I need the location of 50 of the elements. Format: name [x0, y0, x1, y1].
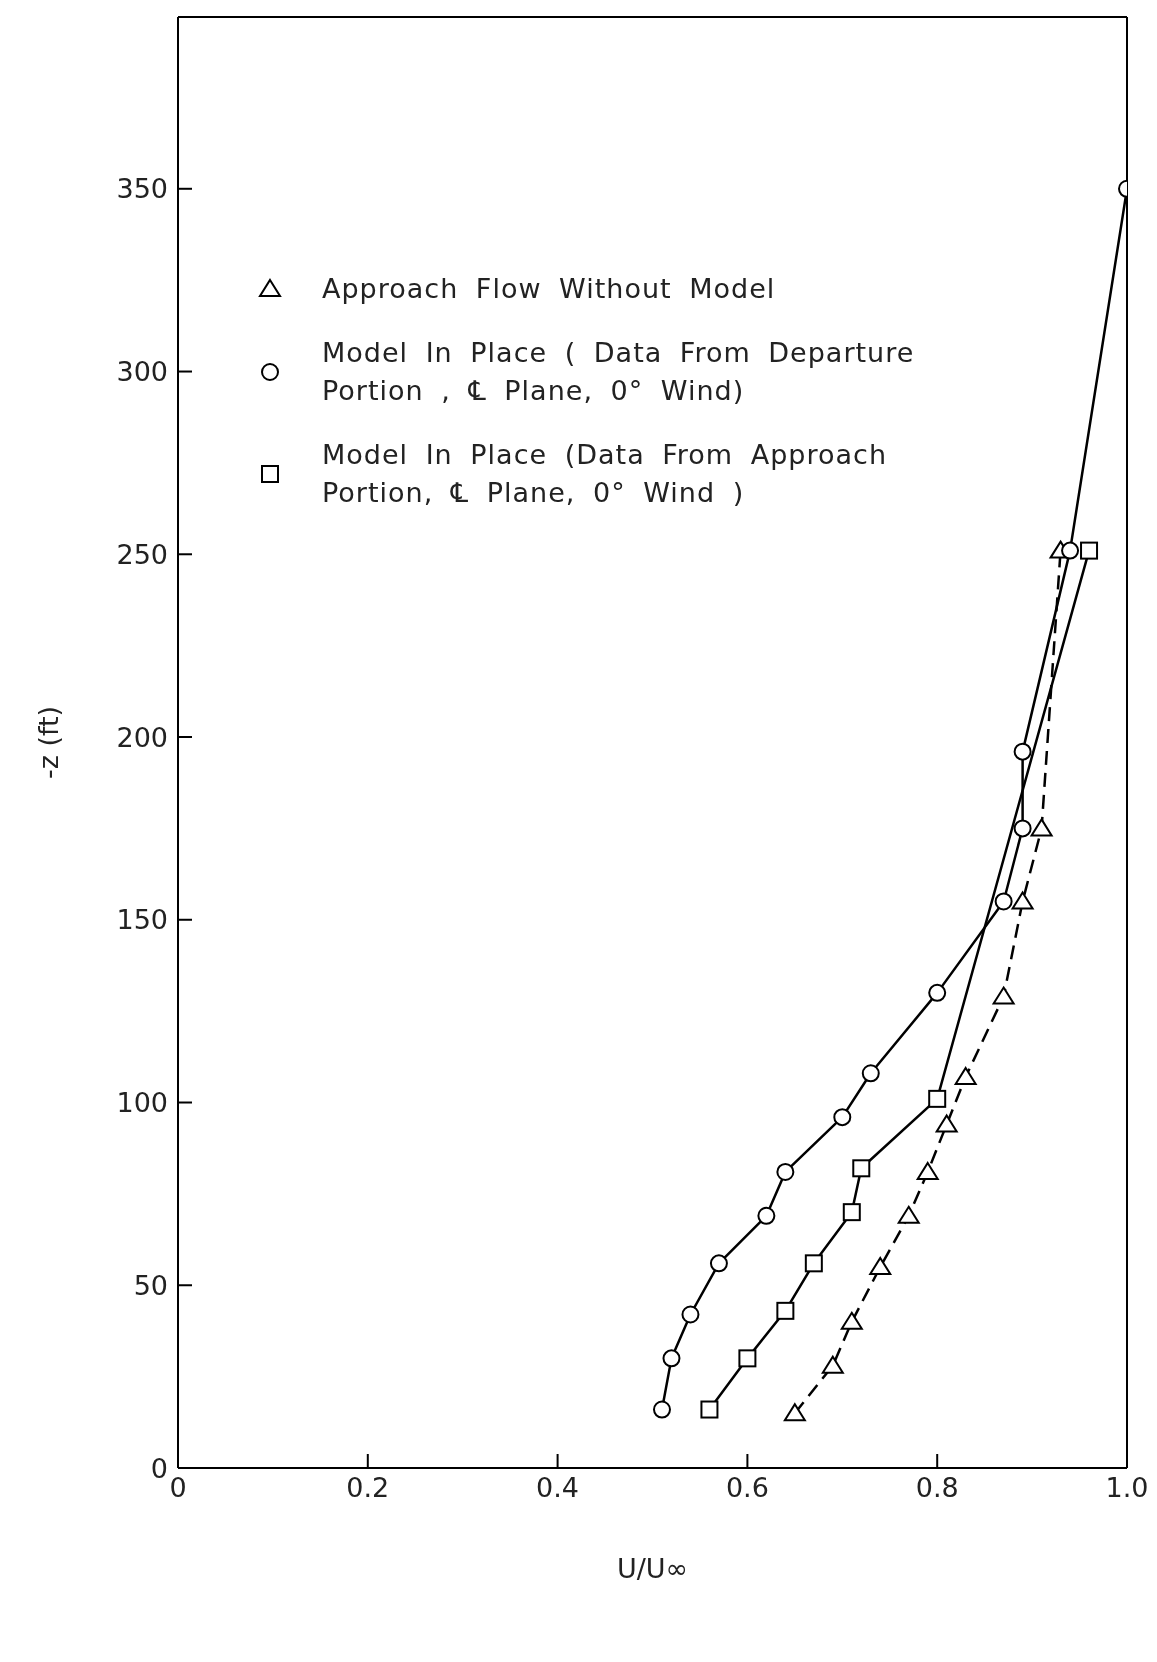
point — [783, 1403, 806, 1422]
x-tick-label: 1.0 — [1105, 1472, 1149, 1504]
point — [681, 1305, 700, 1324]
point — [757, 1206, 776, 1225]
point — [897, 1205, 920, 1224]
y-tick-label: 50 — [133, 1269, 168, 1301]
y-tick-label: 350 — [116, 173, 168, 205]
y-tick-label: 200 — [116, 721, 168, 753]
point — [1013, 819, 1032, 838]
point — [954, 1066, 977, 1085]
x-tick-label: 0.8 — [915, 1472, 959, 1504]
legend-label: Model In Place ( Data From Departure Portion , ℄ Plane, 0° Wind) — [322, 336, 916, 408]
point — [869, 1256, 892, 1275]
legend-label: Model In Place (Data From Approach Portion, ℄ Plane, 0° Wind ) — [322, 438, 888, 510]
y-axis-title: -z (ft) — [32, 705, 64, 780]
point — [1013, 742, 1032, 761]
point — [804, 1254, 823, 1273]
y-tick-label: 0 — [150, 1452, 168, 1484]
point — [833, 1108, 852, 1127]
point — [821, 1355, 844, 1374]
point — [1011, 891, 1034, 910]
point — [700, 1400, 719, 1419]
point — [1030, 818, 1053, 837]
point — [776, 1301, 795, 1320]
point — [916, 1161, 939, 1180]
y-tick-label: 300 — [116, 356, 168, 388]
point — [709, 1254, 728, 1273]
point — [1080, 541, 1099, 560]
point — [1061, 541, 1080, 560]
point — [842, 1203, 861, 1222]
y-tick-label: 150 — [116, 904, 168, 936]
point — [928, 1089, 947, 1108]
x-tick-label: 0.6 — [725, 1472, 769, 1504]
point — [738, 1349, 757, 1368]
y-tick-label: 250 — [116, 538, 168, 570]
point — [994, 892, 1013, 911]
point — [928, 983, 947, 1002]
point — [992, 986, 1015, 1005]
point — [662, 1349, 681, 1368]
x-tick-label: 0.2 — [346, 1472, 390, 1504]
point — [652, 1400, 671, 1419]
point — [935, 1114, 958, 1133]
x-tick-label: 0.4 — [536, 1472, 580, 1504]
legend-label: Approach Flow Without Model — [322, 272, 777, 306]
x-axis-title: U/U∞ — [616, 1553, 689, 1584]
point — [776, 1162, 795, 1181]
point — [861, 1064, 880, 1083]
y-tick-label: 100 — [116, 1087, 168, 1119]
point — [840, 1311, 863, 1330]
point — [852, 1159, 871, 1178]
